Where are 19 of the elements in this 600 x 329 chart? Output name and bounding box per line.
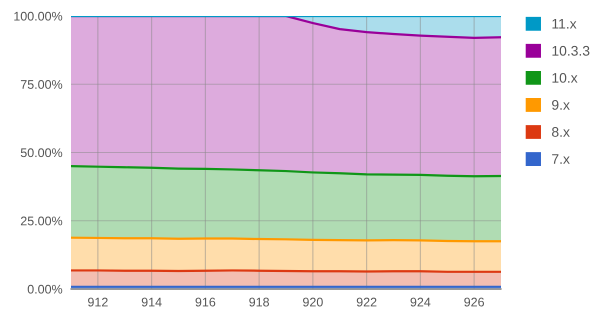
- x-tick-label: 920: [303, 298, 323, 307]
- y-tick-label: 100.00%: [14, 12, 62, 21]
- x-tick-label: 924: [410, 298, 430, 307]
- legend-label: 8.x: [552, 127, 570, 137]
- legend-label: 10.x: [552, 72, 578, 83]
- x-tick-label: 922: [356, 298, 376, 307]
- x-tick-label: 918: [249, 298, 270, 307]
- x-tick-label: 912: [88, 298, 108, 307]
- x-tick-label: 926: [464, 298, 484, 307]
- legend-label: 7.x: [552, 154, 570, 164]
- y-tick-label: 25.00%: [20, 216, 62, 226]
- y-tick-label: 0.00%: [28, 284, 62, 294]
- legend-label: 10.3.3: [552, 46, 590, 56]
- x-tick-label: 916: [196, 298, 216, 307]
- legend-label: 11.x: [552, 18, 576, 29]
- legend-label: 9.x: [552, 100, 570, 110]
- y-tick-label: 75.00%: [20, 80, 62, 89]
- y-tick-label: 50.00%: [20, 148, 62, 158]
- x-tick-label: 914: [142, 298, 162, 307]
